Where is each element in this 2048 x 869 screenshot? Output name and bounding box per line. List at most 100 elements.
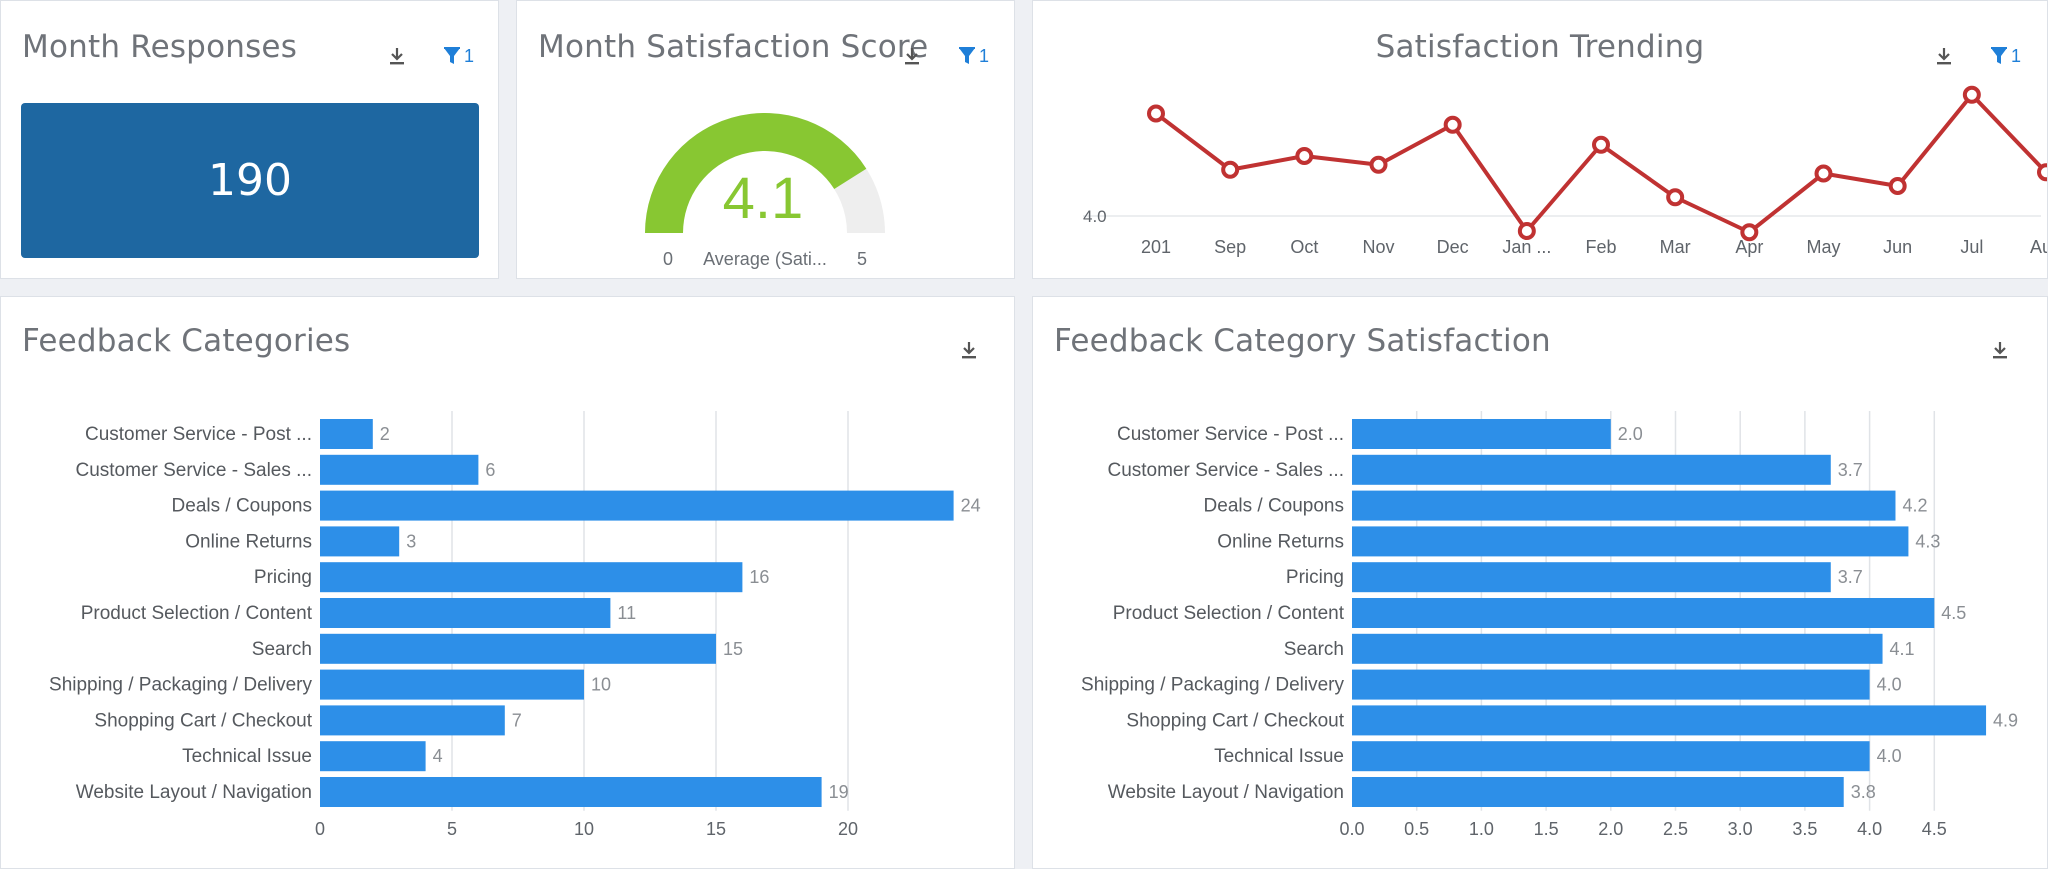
widget-title: Month Satisfaction Score [538,29,929,65]
x-tick-label: 3.0 [1728,819,1753,839]
bar-value-label: 15 [723,639,743,659]
filter-count: 1 [2011,45,2022,66]
bar-value-label: 10 [591,675,611,695]
x-tick-label: Nov [1362,237,1394,257]
category-label: Online Returns [185,531,312,552]
bar [320,454,479,485]
x-tick-label: 201 [1141,237,1171,257]
category-label: Product Selection / Content [81,603,313,624]
bar [1352,669,1870,700]
trend-point [1517,222,1536,240]
gauge-min-label: 0 [663,249,673,269]
widget-title: Satisfaction Trending [1375,29,1705,65]
x-tick-label: 2.5 [1663,819,1688,839]
category-label: Website Layout / Navigation [1108,782,1344,803]
x-tick-label: Jan ... [1502,237,1551,257]
x-tick-label: 0.5 [1404,819,1429,839]
bar-value-label: 16 [749,567,769,587]
widget-toolbar [1990,339,2010,361]
category-label: Deals / Coupons [1204,496,1344,517]
gauge-fill [645,113,867,233]
trend-point [1814,164,1833,183]
x-tick-label: 4.0 [1857,819,1882,839]
bar [1352,454,1831,485]
download-icon[interactable] [959,339,979,361]
x-tick-label: Aug [2030,237,2047,257]
x-tick-label: 0 [315,819,325,839]
y-tick-label: 4.0 [1083,207,1107,226]
category-label: Shopping Cart / Checkout [1126,710,1344,731]
x-tick-label: 3.5 [1792,819,1817,839]
satisfaction-gauge: 4.1 0 Average (Sati... 5 [645,113,885,269]
category-label: Customer Service - Post ... [1117,424,1344,445]
filter-button[interactable]: 1 [958,46,989,67]
bar-value-label: 3.8 [1851,782,1876,802]
bar [1352,705,1987,736]
bar [320,526,400,557]
bar [1352,633,1883,664]
bar [320,598,611,628]
category-label: Customer Service - Sales ... [1107,460,1344,481]
category-label: Customer Service - Sales ... [75,460,312,481]
bar-value-label: 3.7 [1838,460,1863,480]
bar [320,633,716,664]
category-label: Search [1284,639,1344,660]
download-icon[interactable] [1934,45,1954,67]
x-tick-label: 1.0 [1469,819,1494,839]
download-icon[interactable] [387,45,407,67]
category-label: Online Returns [1217,531,1344,552]
trend-point [1443,115,1462,134]
category-label: Website Layout / Navigation [76,782,312,803]
bar-value-label: 4.0 [1877,675,1902,695]
trend-point [1147,104,1165,123]
bar-value-label: 7 [512,710,522,730]
x-tick-label: Apr [1735,237,1763,257]
trend-chart: 4.0 201 Sep Oct Nov Dec Jan ... Feb Mar Apr May Jun… [1083,85,2047,257]
bar-value-label: 24 [961,496,981,516]
category-label: Shipping / Packaging / Delivery [49,675,312,696]
download-icon[interactable] [902,45,922,67]
bar [320,419,373,449]
month-satisfaction-widget: Month Satisfaction Score 1 4.1 0 Average… [516,0,1015,279]
widget-title: Feedback Category Satisfaction [1054,323,1551,359]
gauge-metric-label: Average (Sati... [703,249,827,269]
category-label: Product Selection / Content [1113,603,1345,624]
download-icon[interactable] [1990,339,2010,361]
filter-icon [1991,47,2007,64]
feedback-categories-chart: 0 5 10 15 20 Customer Service - Post ... 2 Cust… [49,411,981,839]
x-tick-label: 0.0 [1339,819,1364,839]
x-tick-label: Oct [1290,237,1318,257]
bar-value-label: 19 [829,782,849,802]
bar [1352,526,1909,557]
filter-count: 1 [979,45,990,66]
bar-value-label: 4.0 [1877,746,1902,766]
category-label: Search [252,639,312,660]
x-tick-label: Jul [1960,237,1983,257]
trend-point [1666,188,1685,207]
bar-value-label: 2 [380,424,390,444]
bar-value-label: 11 [617,603,636,623]
x-tick-label: 5 [447,819,457,839]
bar [1352,741,1870,772]
x-tick-label: Jun [1883,237,1912,257]
trend-point [1740,223,1759,242]
x-tick-label: 1.5 [1534,819,1559,839]
x-tick-label: Dec [1437,237,1469,257]
category-label: Pricing [1286,567,1344,588]
filter-button[interactable]: 1 [1990,46,2021,67]
category-label: Technical Issue [182,746,312,767]
widget-toolbar: 1 [902,45,989,67]
x-tick-label: Feb [1585,237,1616,257]
category-label: Shopping Cart / Checkout [94,710,312,731]
bar-value-label: 4.1 [1890,639,1915,659]
trend-point [1962,85,1981,104]
bar [320,741,426,772]
gauge-value: 4.1 [723,166,804,231]
filter-button[interactable]: 1 [443,46,474,67]
category-label: Deals / Coupons [172,496,312,517]
x-tick-label: 4.5 [1922,819,1947,839]
bar [1352,777,1844,807]
feedback-categories-widget: Feedback Categories 0 5 10 15 20 Customer Ser… [0,296,1015,869]
filter-icon [444,47,460,64]
trend-point [1369,155,1388,174]
